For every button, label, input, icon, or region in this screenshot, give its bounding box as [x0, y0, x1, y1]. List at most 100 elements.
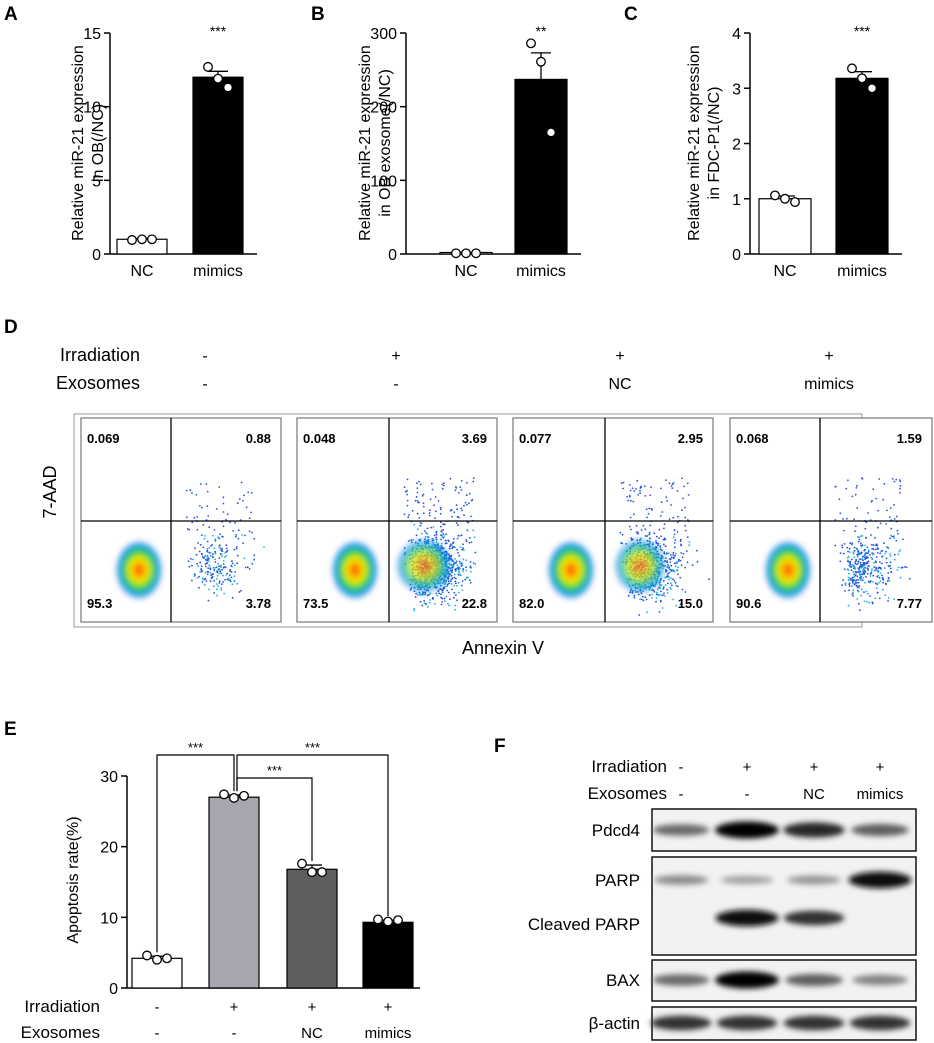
quadrant-ur-value: 1.59 [897, 431, 922, 446]
flow-event [218, 486, 221, 488]
flow-event [218, 557, 221, 559]
flow-event [872, 548, 875, 551]
flow-event [839, 512, 842, 515]
data-point [137, 234, 147, 245]
flow-event [233, 580, 236, 582]
chart-e: 0 10 20 30 Apoptosis rate(%) *** *** *** Irradia… [21, 740, 420, 1042]
flow-event [669, 558, 672, 560]
flow-event [196, 516, 199, 518]
flow-event [217, 585, 219, 587]
flow-event [453, 576, 456, 579]
flow-event [457, 524, 459, 526]
flow-event [889, 516, 891, 518]
flow-event [841, 546, 844, 549]
flow-event [455, 561, 457, 564]
flow-event [214, 552, 217, 554]
flow-event [869, 553, 871, 556]
flow-event [887, 577, 890, 579]
flow-event [637, 532, 639, 535]
flow-event [862, 569, 865, 572]
flow-event [663, 523, 666, 525]
flow-event [238, 498, 241, 500]
flow-event [857, 602, 860, 605]
significance-label: *** [188, 740, 203, 755]
flow-event [865, 536, 868, 539]
flow-event [646, 516, 648, 519]
flow-event [448, 604, 451, 607]
flow-event [871, 601, 874, 604]
flow-event [457, 516, 459, 518]
blot-exosome-value: mimics [857, 786, 904, 803]
y-axis-label-line: Relative miR-21 expression [357, 45, 374, 241]
quadrant-ur-value: 2.95 [678, 431, 703, 446]
flow-event [865, 590, 868, 593]
flow-event [437, 500, 440, 502]
flow-event [453, 511, 456, 514]
flow-event [228, 577, 230, 580]
flow-event [447, 602, 449, 605]
flow-event [662, 580, 665, 582]
flow-event [208, 526, 211, 529]
flow-event [860, 565, 862, 568]
flow-event [856, 553, 859, 556]
data-point [213, 73, 223, 84]
flow-event [893, 480, 896, 483]
y-tick-label: 10 [100, 910, 118, 927]
flow-event [889, 537, 891, 540]
data-point [847, 63, 857, 74]
flow-event [642, 524, 645, 527]
blot-band [783, 1015, 845, 1031]
flow-event [861, 557, 864, 560]
flow-event [431, 597, 434, 600]
bar [362, 921, 414, 989]
flow-event [881, 578, 884, 580]
flow-event [659, 593, 662, 596]
flow-event [443, 597, 446, 600]
flow-event [187, 560, 190, 563]
flow-event [883, 542, 885, 545]
blot-band-label: BAX [606, 971, 640, 990]
flow-event [622, 487, 624, 490]
flow-event [450, 508, 453, 511]
flow-event [213, 580, 216, 582]
flow-event [893, 558, 896, 561]
flow-event [440, 538, 442, 541]
flow-event [884, 552, 886, 555]
flow-event [899, 491, 901, 494]
flow-event [880, 568, 882, 570]
flow-event [424, 536, 427, 538]
data-point [536, 56, 546, 67]
flow-event [661, 607, 664, 609]
data-point [383, 916, 393, 927]
flow-event [204, 554, 207, 557]
flow-x-label: Annexin V [462, 638, 544, 658]
flow-event [889, 567, 892, 570]
flow-event [463, 514, 465, 516]
flow-event [441, 483, 444, 486]
blot-band-label: β-actin [589, 1014, 640, 1033]
flow-event [217, 568, 220, 571]
flow-event [443, 587, 446, 590]
flow-event [201, 569, 203, 572]
flow-event [866, 572, 869, 575]
flow-event [206, 490, 209, 493]
flow-event [671, 569, 674, 571]
flow-event [885, 550, 887, 553]
flow-event [199, 571, 202, 573]
flow-event [452, 563, 455, 566]
flow-event [229, 568, 232, 571]
flow-event [881, 574, 883, 577]
flow-event [871, 548, 873, 550]
flow-event [632, 513, 635, 516]
flow-event [251, 562, 254, 565]
flow-event [890, 534, 892, 537]
flow-event [206, 540, 209, 543]
flow-plot: 0.068 1.59 90.6 7.77 [729, 417, 933, 623]
flow-event [442, 529, 445, 531]
flow-event [862, 572, 865, 574]
flow-event [196, 577, 199, 579]
bar [758, 198, 812, 255]
flow-event [188, 565, 191, 568]
flow-event [416, 491, 419, 494]
flow-event [676, 562, 678, 564]
